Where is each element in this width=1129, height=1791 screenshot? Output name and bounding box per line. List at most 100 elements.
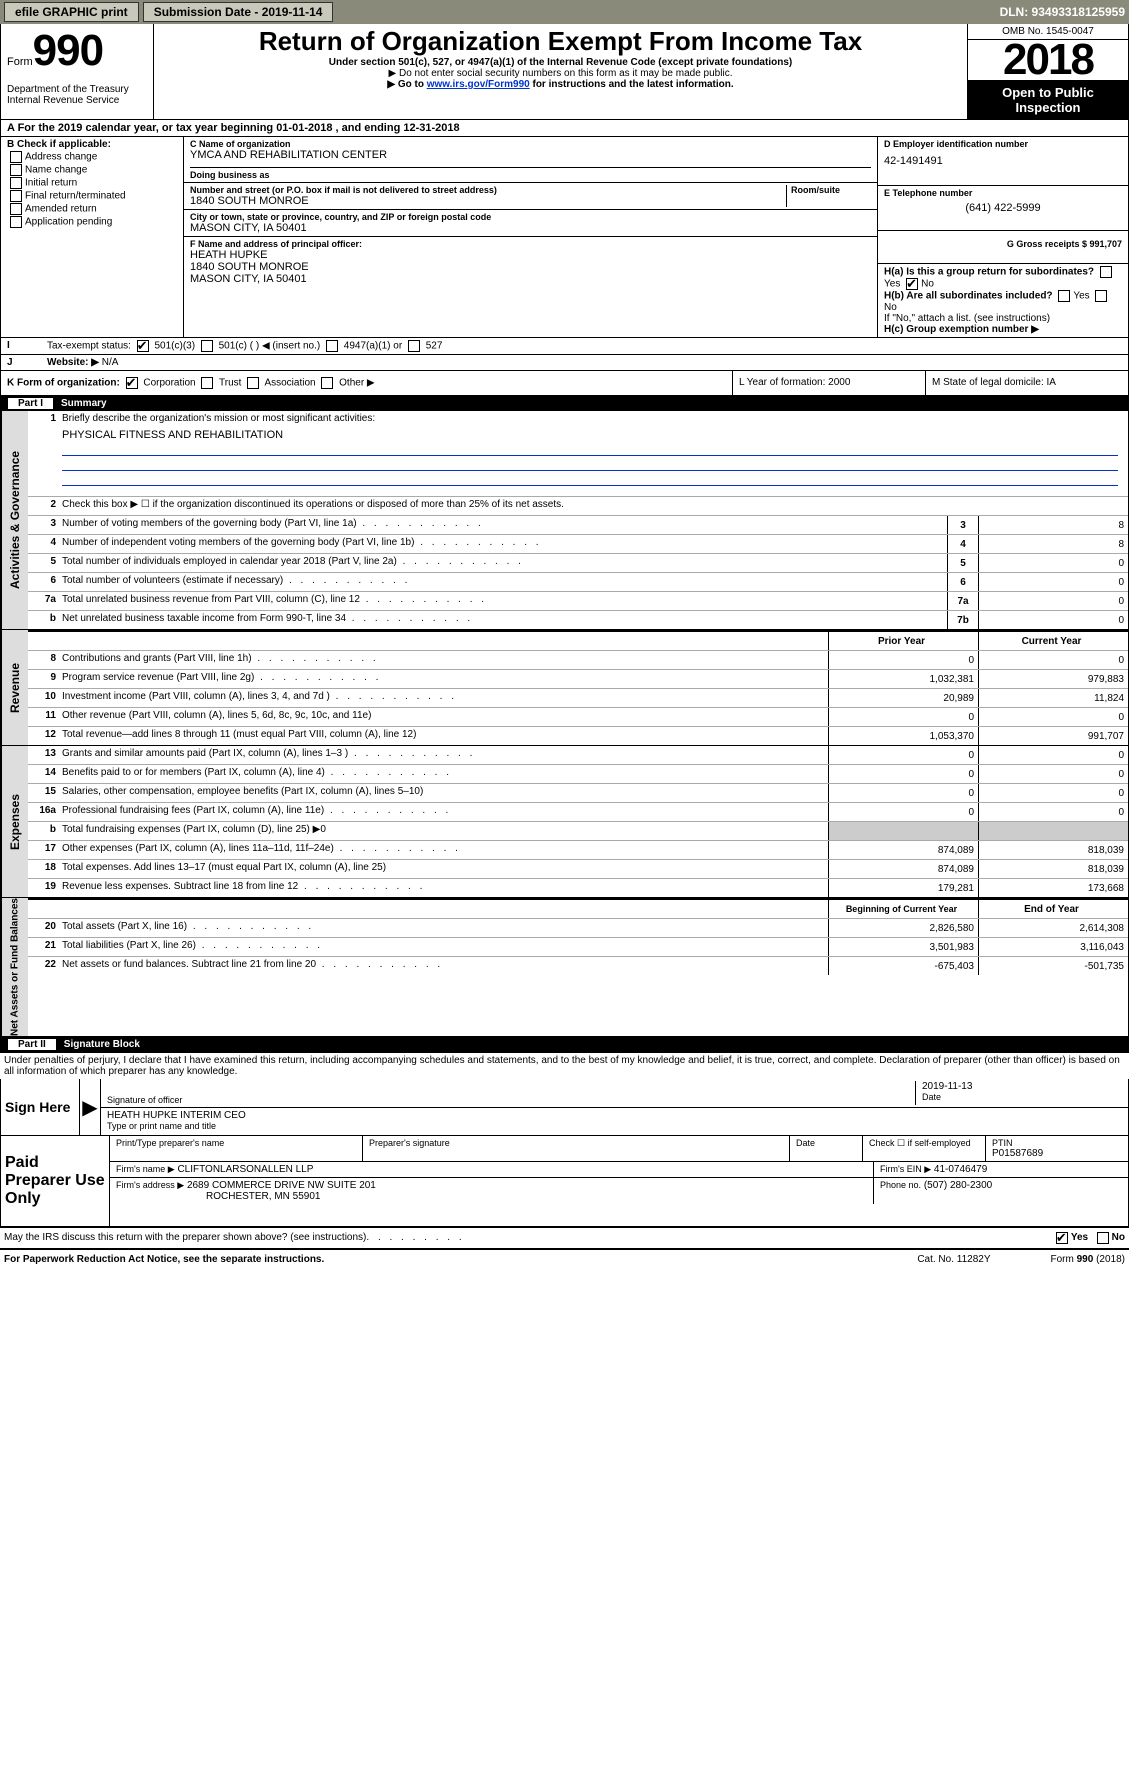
ha-no[interactable]: No — [921, 279, 934, 290]
current-year-hdr: Current Year — [978, 632, 1128, 650]
chk-final-return[interactable]: Final return/terminated — [25, 191, 126, 202]
mission-line — [62, 456, 1118, 471]
ein-label: D Employer identification number — [884, 139, 1122, 149]
opt-527: 527 — [426, 341, 443, 352]
part-ii-label: Part II — [8, 1039, 56, 1050]
line2: Check this box ▶ ☐ if the organization d… — [62, 497, 1128, 515]
opt-4947: 4947(a)(1) or — [344, 341, 402, 352]
sig-name-value: HEATH HUPKE INTERIM CEO — [107, 1110, 1122, 1121]
firm-name-label: Firm's name ▶ — [116, 1164, 175, 1174]
activities-governance-block: Activities & Governance 1 Briefly descri… — [0, 411, 1129, 630]
line1-text: PHYSICAL FITNESS AND REHABILITATION — [28, 429, 1128, 441]
chk-amended-return[interactable]: Amended return — [25, 204, 97, 215]
phone-value: (507) 280-2300 — [924, 1180, 992, 1191]
officer-label: F Name and address of principal officer: — [190, 239, 871, 249]
line11: Other revenue (Part VIII, column (A), li… — [62, 710, 371, 721]
line12-prior: 1,053,370 — [828, 727, 978, 745]
form-id-cell: Form990 Department of the Treasury Inter… — [1, 24, 154, 119]
chk-assoc[interactable] — [247, 377, 259, 389]
dln-label: DLN: 93493318125959 — [1000, 5, 1125, 19]
line13-curr: 0 — [978, 746, 1128, 764]
part-ii-header: Part II Signature Block — [0, 1037, 1129, 1052]
opt-corp: Corporation — [143, 378, 195, 389]
line20: Total assets (Part X, line 16) — [62, 921, 187, 932]
opt-assoc: Association — [264, 378, 315, 389]
header-title-block: Return of Organization Exempt From Incom… — [154, 24, 967, 119]
line12: Total revenue—add lines 8 through 11 (mu… — [62, 729, 416, 740]
chk-4947[interactable] — [326, 340, 338, 352]
line5: Total number of individuals employed in … — [62, 556, 397, 567]
hb-yes[interactable]: Yes — [1073, 291, 1089, 302]
chk-name-change[interactable]: Name change — [25, 165, 87, 176]
opt-trust: Trust — [219, 378, 241, 389]
firm-addr2: ROCHESTER, MN 55901 — [116, 1191, 867, 1202]
org-name-label: C Name of organization — [190, 139, 871, 149]
officer-addr2: MASON CITY, IA 50401 — [190, 273, 871, 285]
firm-ein-label: Firm's EIN ▶ — [880, 1164, 931, 1174]
line20-curr: 2,614,308 — [978, 919, 1128, 937]
line15-curr: 0 — [978, 784, 1128, 802]
chk-501c3[interactable] — [137, 340, 149, 352]
cat-no: Cat. No. 11282Y — [917, 1254, 990, 1265]
dba-label: Doing business as — [190, 167, 871, 180]
chk-address-change[interactable]: Address change — [25, 152, 97, 163]
city-value: MASON CITY, IA 50401 — [190, 222, 871, 234]
line11-curr: 0 — [978, 708, 1128, 726]
line16a: Professional fundraising fees (Part IX, … — [62, 805, 324, 816]
line7b-val: 0 — [978, 611, 1128, 629]
chk-527[interactable] — [408, 340, 420, 352]
discuss-no-chk[interactable] — [1097, 1232, 1109, 1244]
subtitle-3-prefix: ▶ Go to — [387, 79, 426, 90]
line9-curr: 979,883 — [978, 670, 1128, 688]
line22-prior: -675,403 — [828, 957, 978, 975]
ha-yes[interactable]: Yes — [884, 279, 900, 290]
line7a-val: 0 — [978, 592, 1128, 610]
hb-no[interactable]: No — [884, 302, 897, 313]
chk-initial-return[interactable]: Initial return — [25, 178, 77, 189]
sig-name-label: Type or print name and title — [107, 1121, 1122, 1131]
efile-print-button[interactable]: efile GRAPHIC print — [4, 2, 139, 22]
top-toolbar: efile GRAPHIC print Submission Date - 20… — [0, 0, 1129, 24]
expenses-block: Expenses 13 Grants and similar amounts p… — [0, 746, 1129, 898]
discuss-yes-chk[interactable] — [1056, 1232, 1068, 1244]
submission-date-button[interactable]: Submission Date - 2019-11-14 — [143, 2, 334, 22]
line9: Program service revenue (Part VIII, line… — [62, 672, 254, 683]
end-year-hdr: End of Year — [978, 900, 1128, 918]
line6-val: 0 — [978, 573, 1128, 591]
penalties-declaration: Under penalties of perjury, I declare th… — [0, 1052, 1129, 1079]
line16b-curr-shade — [978, 822, 1128, 840]
line15-prior: 0 — [828, 784, 978, 802]
firm-addr-label: Firm's address ▶ — [116, 1180, 184, 1190]
sig-date-label: Date — [922, 1092, 1122, 1102]
chk-other[interactable] — [321, 377, 333, 389]
col-c-org-info: C Name of organization YMCA AND REHABILI… — [184, 137, 878, 337]
line10-curr: 11,824 — [978, 689, 1128, 707]
form-footer: Form 990 (2018) — [1051, 1254, 1125, 1265]
instructions-link[interactable]: www.irs.gov/Form990 — [427, 79, 530, 90]
vtab-expenses: Expenses — [1, 746, 28, 897]
phone-label: Phone no. — [880, 1180, 921, 1190]
chk-application-pending[interactable]: Application pending — [25, 217, 112, 228]
line12-curr: 991,707 — [978, 727, 1128, 745]
line17: Other expenses (Part IX, column (A), lin… — [62, 843, 334, 854]
website-value: N/A — [102, 357, 119, 368]
sign-arrow-icon: ▶ — [80, 1079, 101, 1135]
sign-here-label: Sign Here — [1, 1079, 80, 1135]
line18: Total expenses. Add lines 13–17 (must eq… — [62, 862, 386, 873]
m-state-domicile: M State of legal domicile: IA — [925, 371, 1128, 395]
hb-note: If "No," attach a list. (see instruction… — [884, 313, 1122, 324]
chk-501c[interactable] — [201, 340, 213, 352]
vtab-revenue: Revenue — [1, 630, 28, 745]
row-k-form-org: K Form of organization: Corporation Trus… — [0, 371, 1129, 396]
chk-corp[interactable] — [126, 377, 138, 389]
paid-preparer-block: Paid Preparer Use Only Print/Type prepar… — [0, 1136, 1129, 1227]
officer-name: HEATH HUPKE — [190, 249, 871, 261]
line21-curr: 3,116,043 — [978, 938, 1128, 956]
line20-prior: 2,826,580 — [828, 919, 978, 937]
line19: Revenue less expenses. Subtract line 18 … — [62, 881, 298, 892]
line16a-curr: 0 — [978, 803, 1128, 821]
hb-label: H(b) Are all subordinates included? — [884, 291, 1053, 302]
chk-trust[interactable] — [201, 377, 213, 389]
line19-prior: 179,281 — [828, 879, 978, 897]
paid-col4: Check ☐ if self-employed — [869, 1138, 979, 1149]
